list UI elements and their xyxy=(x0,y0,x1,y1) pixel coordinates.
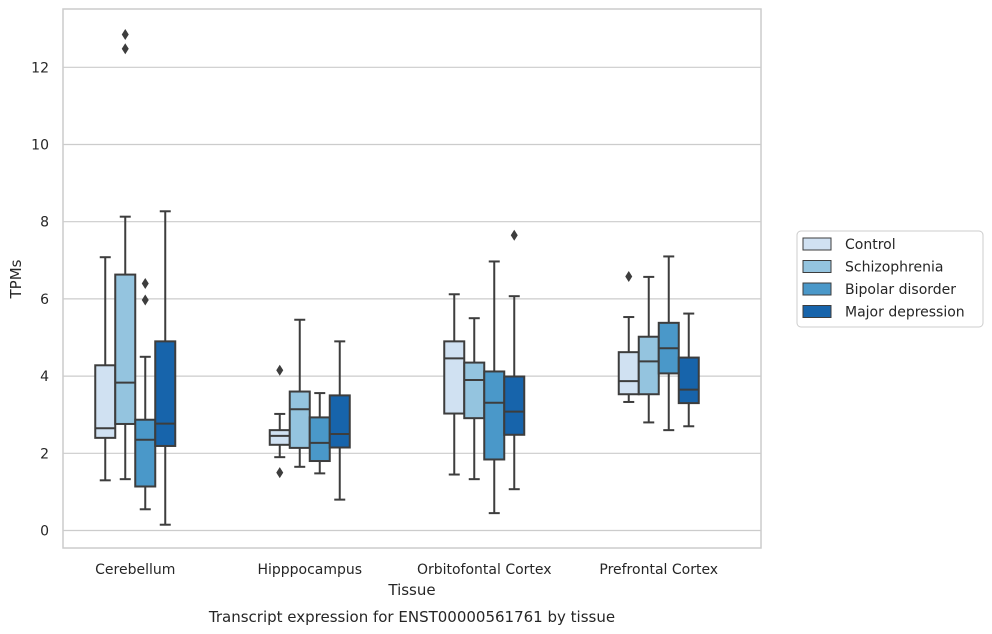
y-axis-label: TPMs xyxy=(7,259,25,299)
box-iqr xyxy=(134,418,157,488)
box-iqr xyxy=(463,361,486,420)
box-iqr xyxy=(154,340,177,447)
legend-swatch-1 xyxy=(802,260,832,273)
y-tick-label: 4 xyxy=(40,369,49,385)
legend-label-2: Bipolar disorder xyxy=(845,282,956,298)
legend-swatch-3 xyxy=(802,305,832,318)
legend-label-3: Major depression xyxy=(845,305,965,321)
legend: Control Schizophrenia Bipolar disorder Majo… xyxy=(796,230,984,328)
y-tick-label: 10 xyxy=(31,138,49,154)
outlier-point xyxy=(121,43,129,55)
box-control-2 xyxy=(443,293,466,476)
y-tick-label: 12 xyxy=(31,60,49,76)
outlier-point xyxy=(625,271,633,283)
box-schizophrenia-0 xyxy=(114,28,137,481)
box-major-depression-1 xyxy=(328,340,351,501)
legend-swatch-0 xyxy=(802,237,832,251)
y-axis-ticks: 0 2 4 6 8 10 12 xyxy=(31,60,49,539)
box-iqr xyxy=(483,370,506,461)
outlier-point xyxy=(141,294,149,306)
box-iqr xyxy=(443,340,466,415)
y-tick-label: 2 xyxy=(40,446,49,462)
box-iqr xyxy=(114,273,137,425)
box-schizophrenia-3 xyxy=(637,275,660,424)
box-iqr xyxy=(328,394,351,449)
box-iqr xyxy=(637,335,660,396)
box-iqr xyxy=(288,390,311,449)
x-tick-label: Hipppocampus xyxy=(257,562,362,578)
y-tick-label: 8 xyxy=(40,215,49,231)
boxes xyxy=(94,28,700,526)
box-schizophrenia-2 xyxy=(463,317,486,481)
gridlines xyxy=(63,66,761,532)
box-iqr xyxy=(268,429,291,446)
box-control-3 xyxy=(617,271,640,403)
box-major-depression-2 xyxy=(503,229,526,491)
box-bipolar-disorder-3 xyxy=(657,255,680,432)
x-tick-label: Orbitofontal Cortex xyxy=(417,562,552,578)
outlier-point xyxy=(141,277,149,289)
box-major-depression-0 xyxy=(154,210,177,526)
box-iqr xyxy=(503,375,526,436)
legend-label-1: Schizophrenia xyxy=(845,260,943,276)
box-control-0 xyxy=(94,256,117,482)
legend-label-0: Control xyxy=(845,237,896,253)
outlier-point xyxy=(276,467,284,479)
x-axis-ticks: Cerebellum Hipppocampus Orbitofontal Corte… xyxy=(95,562,718,578)
x-axis-label: Tissue xyxy=(387,581,435,599)
plot-area-frame xyxy=(62,8,762,549)
box-bipolar-disorder-1 xyxy=(308,392,331,475)
legend-frame xyxy=(796,230,984,328)
x-tick-label: Prefrontal Cortex xyxy=(599,562,718,578)
y-tick-label: 0 xyxy=(40,524,49,540)
y-tick-label: 6 xyxy=(40,292,49,308)
legend-swatch-2 xyxy=(802,282,832,296)
outlier-point xyxy=(510,229,518,241)
box-iqr xyxy=(308,416,331,463)
outlier-point xyxy=(276,364,284,376)
box-iqr xyxy=(94,364,117,439)
x-tick-label: Cerebellum xyxy=(95,562,175,578)
outlier-point xyxy=(121,28,129,40)
box-bipolar-disorder-0 xyxy=(134,277,157,511)
box-iqr xyxy=(677,356,700,405)
box-major-depression-3 xyxy=(677,312,700,428)
chart-caption: Transcript expression for ENST0000056176… xyxy=(208,608,615,626)
box-iqr xyxy=(617,351,640,396)
